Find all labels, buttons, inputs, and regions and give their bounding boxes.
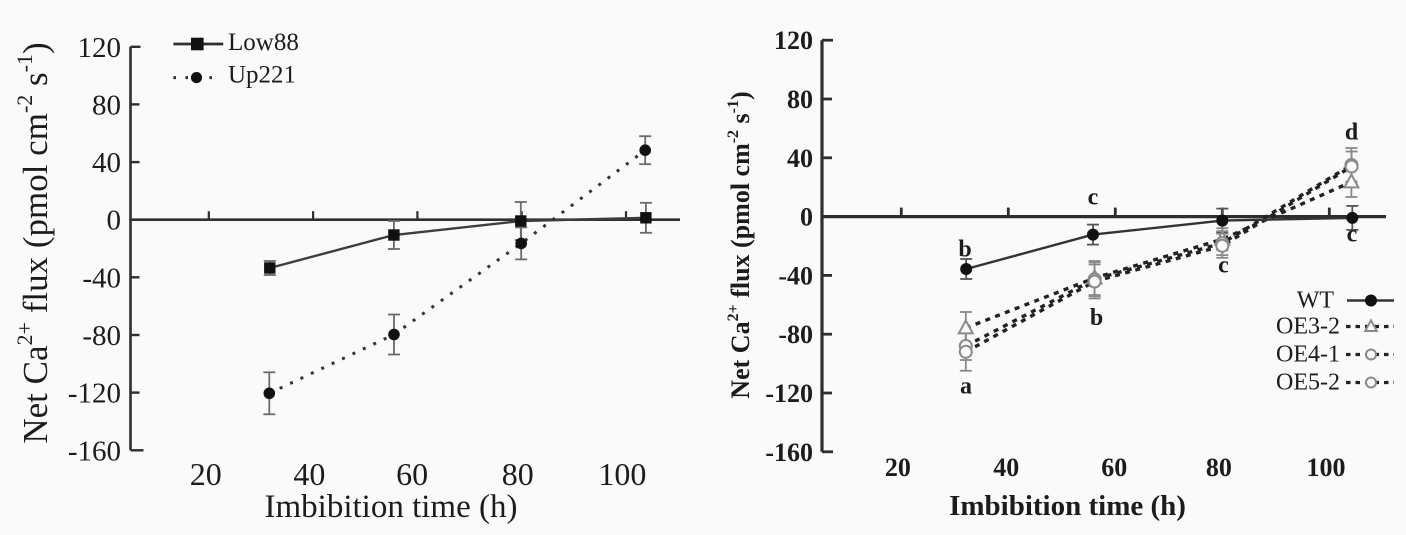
svg-text:b: b (1090, 305, 1103, 331)
svg-text:-40: -40 (82, 262, 121, 294)
svg-text:60: 60 (1101, 453, 1127, 482)
svg-text:c: c (1218, 253, 1229, 279)
svg-text:-80: -80 (778, 320, 813, 349)
svg-text:WT: WT (1297, 288, 1335, 314)
svg-text:OE4-1: OE4-1 (1276, 342, 1340, 368)
svg-text:-160: -160 (765, 438, 813, 467)
svg-text:-40: -40 (778, 261, 813, 290)
svg-text:40: 40 (293, 456, 325, 492)
svg-text:OE5-2: OE5-2 (1276, 370, 1340, 396)
svg-text:b: b (958, 237, 971, 263)
svg-text:-120: -120 (765, 379, 813, 408)
svg-text:120: 120 (774, 26, 813, 55)
svg-text:Imbibition time (h): Imbibition time (h) (949, 490, 1186, 522)
svg-text:20: 20 (885, 453, 911, 482)
svg-text:80: 80 (1206, 453, 1232, 482)
svg-text:100: 100 (598, 456, 646, 492)
svg-text:0: 0 (800, 203, 813, 232)
svg-text:c: c (1088, 185, 1099, 211)
svg-text:60: 60 (396, 456, 428, 492)
svg-text:-160: -160 (68, 435, 121, 467)
svg-text:120: 120 (78, 32, 122, 64)
svg-text:0: 0 (107, 205, 122, 237)
svg-text:Net Ca2+ flux (pmol cm-2 s-1): Net Ca2+ flux (pmol cm-2 s-1) (12, 42, 55, 443)
svg-text:40: 40 (92, 147, 121, 179)
svg-text:a: a (960, 373, 972, 399)
svg-text:d: d (1345, 120, 1359, 146)
svg-text:Low88: Low88 (228, 29, 299, 56)
svg-text:-80: -80 (82, 320, 121, 352)
svg-text:80: 80 (502, 456, 534, 492)
svg-text:40: 40 (787, 144, 813, 173)
svg-text:100: 100 (1307, 453, 1346, 482)
svg-text:40: 40 (993, 453, 1019, 482)
svg-text:OE3-2: OE3-2 (1276, 314, 1340, 340)
svg-text:Imbibition time (h): Imbibition time (h) (265, 489, 518, 525)
svg-text:Up221: Up221 (228, 62, 296, 89)
svg-text:80: 80 (787, 85, 813, 114)
svg-text:-120: -120 (68, 378, 121, 410)
svg-text:20: 20 (190, 456, 222, 492)
svg-text:c: c (1347, 222, 1358, 248)
svg-text:80: 80 (92, 89, 121, 121)
